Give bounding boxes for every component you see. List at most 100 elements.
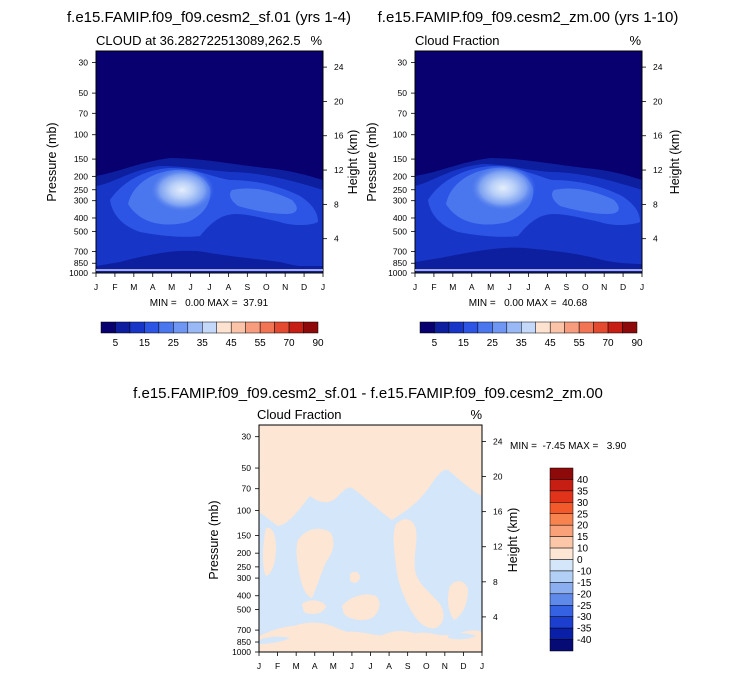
panel-1-ylabel: Pressure (mb) xyxy=(45,122,59,201)
x-tick-label: M xyxy=(130,282,137,292)
y-tick-label: 100 xyxy=(237,506,251,516)
y-right-tick-label: 16 xyxy=(334,131,344,141)
panel-1-ylabel-right: Height (km) xyxy=(346,130,360,195)
colorbar-swatch xyxy=(230,321,246,334)
panel-1-colorbar: 5 15 25 35 45 55 70 90 xyxy=(100,321,324,349)
panel-2-band-right xyxy=(552,188,619,214)
colorbar-swatch xyxy=(144,321,160,334)
x-tick-label: J xyxy=(368,661,372,671)
x-tick-label: S xyxy=(563,282,569,292)
x-tick-label: A xyxy=(545,282,551,292)
y-right-tick-label: 8 xyxy=(493,577,498,587)
colorbar-label: 25 xyxy=(577,509,589,520)
panel-1-title: f.e15.FAMIP.f09_f09.cesm2_sf.01 (yrs 1-4… xyxy=(67,9,351,26)
panel-2-core xyxy=(470,165,536,211)
y-tick-label: 70 xyxy=(79,108,89,118)
colorbar-swatch xyxy=(549,490,574,503)
x-tick-label: A xyxy=(226,282,232,292)
colorbar-label: 15 xyxy=(139,338,151,349)
colorbar-label: -10 xyxy=(577,566,592,577)
y-tick-label: 30 xyxy=(398,57,408,67)
colorbar-label: 35 xyxy=(577,486,589,497)
panel-1-core xyxy=(150,168,214,212)
colorbar-swatch xyxy=(100,321,116,334)
x-tick-label: M xyxy=(487,282,494,292)
panel-3-positive-blob-4 xyxy=(350,571,360,583)
y-tick-label: 150 xyxy=(237,531,251,541)
colorbar-swatch xyxy=(622,321,638,334)
panel-3-positive-blob-6 xyxy=(393,519,444,629)
y-tick-label: 50 xyxy=(79,88,89,98)
colorbar-label: -30 xyxy=(577,612,592,623)
y-tick-label: 850 xyxy=(393,258,407,268)
x-tick-label: J xyxy=(188,282,192,292)
colorbar-swatch xyxy=(593,321,609,334)
colorbar-swatch xyxy=(549,502,574,514)
panel-3-yticks-right: 24 20 16 12 8 4 xyxy=(482,436,503,622)
y-right-tick-label: 16 xyxy=(653,131,663,141)
y-tick-label: 400 xyxy=(74,213,88,223)
colorbar-label: 25 xyxy=(168,338,180,349)
colorbar-swatch xyxy=(521,321,536,334)
colorbar-swatch xyxy=(259,321,275,334)
y-tick-label: 70 xyxy=(242,484,252,494)
panel-1-yticks-right: 24 20 16 12 8 4 xyxy=(323,62,344,244)
colorbar-label: -40 xyxy=(577,635,592,646)
colorbar-swatch xyxy=(549,616,574,629)
panel-1: f.e15.FAMIP.f09_f09.cesm2_sf.01 (yrs 1-4… xyxy=(45,9,360,349)
panel-1-field xyxy=(96,51,323,273)
x-tick-label: M xyxy=(330,661,337,671)
y-tick-label: 250 xyxy=(393,185,407,195)
y-tick-label: 100 xyxy=(393,130,407,140)
x-tick-label: J xyxy=(321,282,325,292)
y-tick-label: 400 xyxy=(393,213,407,223)
x-tick-label: D xyxy=(301,282,307,292)
panel-2-field xyxy=(415,51,642,273)
colorbar-label: -15 xyxy=(577,578,592,589)
y-tick-label: 850 xyxy=(237,637,251,647)
x-tick-label: D xyxy=(620,282,626,292)
x-tick-label: N xyxy=(442,661,448,671)
x-tick-label: J xyxy=(507,282,511,292)
colorbar-swatch xyxy=(492,321,508,334)
panel-3-positive-blob-3 xyxy=(302,600,326,614)
colorbar-label: 55 xyxy=(255,338,267,349)
colorbar-label: 5 xyxy=(432,338,438,349)
x-tick-label: O xyxy=(423,661,430,671)
colorbar-label: 30 xyxy=(577,498,589,509)
panel-2-yticks-right: 24 20 16 12 8 4 xyxy=(642,62,663,244)
colorbar-swatch xyxy=(549,467,574,480)
x-tick-label: J xyxy=(526,282,530,292)
colorbar-swatch xyxy=(463,321,479,334)
y-tick-label: 400 xyxy=(237,591,251,601)
colorbar-label: 90 xyxy=(312,338,324,349)
y-right-tick-label: 12 xyxy=(653,165,663,175)
panel-3-ylabel-right: Height (km) xyxy=(506,508,520,573)
panel-3-ylabel: Pressure (mb) xyxy=(207,500,221,579)
colorbar-label: 5 xyxy=(113,338,119,349)
colorbar-label: 90 xyxy=(631,338,643,349)
y-tick-label: 850 xyxy=(74,258,88,268)
colorbar-label: 15 xyxy=(458,338,470,349)
colorbar-swatch xyxy=(549,627,574,640)
y-tick-label: 200 xyxy=(74,171,88,181)
y-tick-label: 150 xyxy=(393,154,407,164)
x-tick-label: J xyxy=(350,661,354,671)
x-tick-label: J xyxy=(640,282,644,292)
y-tick-label: 150 xyxy=(74,154,88,164)
colorbar-label: 20 xyxy=(577,521,589,532)
y-tick-label: 100 xyxy=(74,130,88,140)
colorbar-swatch xyxy=(607,321,623,334)
colorbar-swatch xyxy=(549,524,574,537)
colorbar-label: -25 xyxy=(577,601,592,612)
colorbar-swatch xyxy=(549,570,574,583)
y-right-tick-label: 20 xyxy=(334,96,344,106)
y-right-tick-label: 4 xyxy=(334,234,339,244)
x-tick-label: J xyxy=(480,661,484,671)
colorbar-label: 15 xyxy=(577,532,589,543)
x-tick-label: J xyxy=(94,282,98,292)
colorbar-swatch xyxy=(535,321,551,334)
colorbar-swatch xyxy=(549,639,574,652)
